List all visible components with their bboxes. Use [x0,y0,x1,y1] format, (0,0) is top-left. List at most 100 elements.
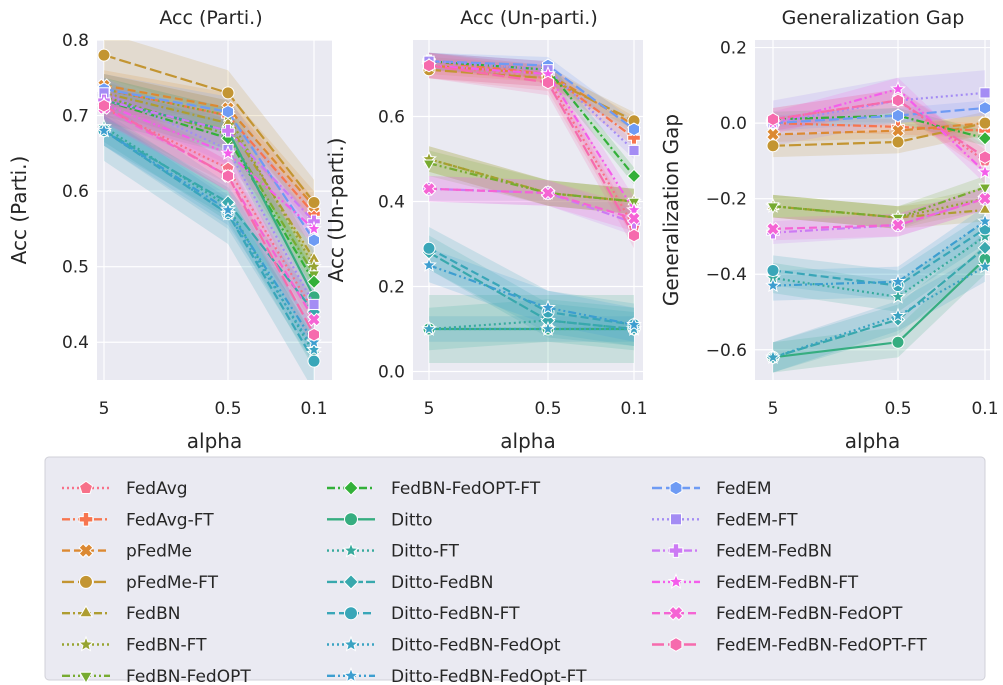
y-axis-label: Acc (Un-parti.) [324,138,348,283]
point-ditto-fedbn-ft [307,354,321,368]
point-fedem-fedbn-fedopt-ft [98,98,110,113]
point-fedbn-fedopt [766,202,780,214]
point-fedem-fedbn [221,123,235,138]
legend-label: Ditto-FT [391,542,459,562]
point-fedem-fedbn-fedopt-ft [892,93,904,108]
band-ditto-fedbn-fedopt-ft [429,248,634,342]
point-ditto-fedbn-fedopt-ft [626,316,642,332]
band-fedem-fedbn [104,85,314,237]
point-ditto-fedbn-fedopt-ft [220,201,236,217]
point-ditto-fedbn-fedopt [765,349,781,365]
point-fedem [308,233,320,248]
point-fedbn-fedopt [978,183,990,195]
legend-item-ditto-fedbn-fedopt-ft: Ditto-FedBN-FedOpt-FT [327,667,587,685]
point-fedem-fedbn-fedopt [766,221,780,236]
y-tick-label: 0.0 [720,114,747,134]
x-axis-label: alpha [845,429,900,453]
band-fedavg [773,89,985,173]
y-tick-label: 0.6 [62,182,89,202]
band-fedem-fedbn-ft [429,52,634,223]
band-fedavg-ft [773,115,985,139]
point-fedbn-fedopt [422,159,436,171]
legend-label: FedEM-FedBN-FedOPT-FT [716,636,927,656]
point-fedem [222,104,234,119]
point-ditto-fedbn-fedopt-ft [890,273,906,289]
point-ditto-fedbn-fedopt [306,341,322,357]
point-fedem-fedbn-ft [220,145,236,161]
point-ditto [891,335,905,349]
band-ditto-fedbn-ft [104,100,314,380]
y-tick-label: 0.6 [378,108,405,128]
x-tick-label: 5 [424,399,435,419]
point-fedbn-ft [306,258,322,274]
y-tick-label: −0.6 [706,341,747,361]
band-ditto-fedbn-fedopt [104,115,314,365]
band-fedem-fedbn-ft [773,77,985,184]
y-tick-label: 0.5 [62,258,89,278]
point-pfedme-ft [307,195,321,209]
x-tick-label: 5 [768,399,779,419]
line-fedem [772,106,986,125]
legend-label: FedEM-FedBN-FT [716,573,859,593]
legend-item-ditto: Ditto [327,510,433,530]
legend-marker [78,543,94,559]
point-pfedme-ft [978,116,990,130]
point-fedem-fedbn-fedopt-ft [628,228,640,243]
x-axis-label: alpha [187,429,242,453]
line-fedem-fedbn-ft [428,64,635,211]
line-ditto-ft [428,319,635,331]
y-tick-label: 0.0 [378,363,405,383]
band-fedbn-fedopt [429,150,634,215]
band-ditto-fedbn [773,232,985,373]
point-fedem-fedbn-fedopt-ft [979,150,990,164]
line-fedem-fedbn-fedopt [428,187,635,220]
point-ditto-fedbn-fedopt-ft [977,213,990,229]
legend-item-fedem-fedbn: FedEM-FedBN [652,542,832,562]
legend-marker [344,606,358,621]
point-pfedme-ft [766,139,780,153]
legend-marker [344,512,358,527]
x-tick-label: 0.5 [214,399,241,419]
legend-marker [78,605,94,618]
legend-marker [669,480,683,496]
x-tick-label: 5 [99,399,110,419]
band-fedbn [773,194,985,229]
point-ditto-fedbn-ft [766,263,780,277]
point-ditto-fedbn-fedopt [540,320,556,336]
band-fedbn-ft [773,187,985,229]
legend-item-fedem: FedEM [652,479,772,499]
legend-item-fedbn-fedopt: FedBN-FedOPT [62,667,251,685]
band-ditto-fedbn [429,235,634,346]
point-fedem-fedbn-fedopt [422,181,436,196]
x-tick-label: 0.1 [620,399,647,419]
point-pfedme-ft [221,86,235,100]
point-fedem-fedbn-fedopt [541,186,555,200]
chart-title: Acc (Parti.) [159,7,262,29]
legend-label: Ditto [391,510,433,530]
point-fedbn-fedopt-ft [626,168,642,184]
legend-marker [669,513,683,526]
band-ditto-fedbn-fedopt-ft [104,115,314,358]
point-fedem-fedbn-ft [890,80,906,96]
legend-item-fedbn: FedBN [62,604,180,624]
band-fedem-ft [773,70,985,146]
x-axis-label: alpha [500,429,555,453]
x-tick-label: 0.1 [300,399,327,419]
y-tick-label: −0.2 [706,190,747,210]
x-tick-label: 0.5 [884,399,911,419]
chart-panel-1: 0.4 0.5 0.6 0.7 0.8 5 0.5 0.1 Acc (Parti.) alpha A… [7,7,332,453]
band-ditto-fedbn [104,115,314,328]
point-ditto-fedbn-fedopt [421,320,437,336]
band-ditto-ft [429,299,634,351]
legend-item-fedbn-fedopt-ft: FedBN-FedOPT-FT [327,479,541,499]
point-fedem [628,122,640,137]
chart-title: Acc (Un-parti.) [460,7,598,29]
legend-marker [343,574,359,590]
plot-content [421,52,642,363]
point-fedem-fedbn-ft [977,163,990,179]
band-pfedme-ft [104,40,314,226]
line-pfedme-ft [772,122,986,147]
line-fedem-ft [772,91,986,125]
line-fedavg [103,107,315,313]
line-ditto-fedbn-fedopt-ft [772,220,986,287]
